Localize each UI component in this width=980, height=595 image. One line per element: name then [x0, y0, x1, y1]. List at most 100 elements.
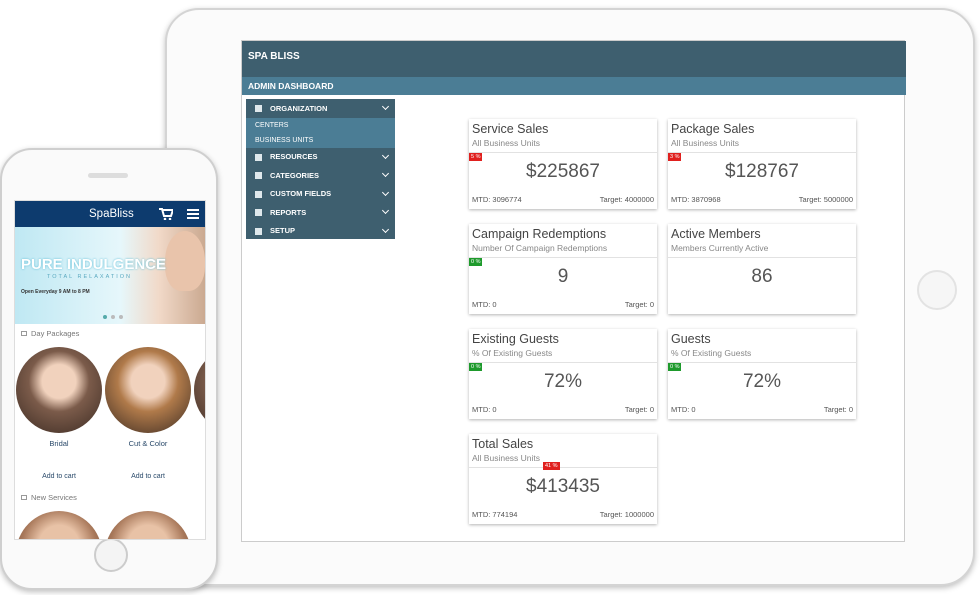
kpi-card: Total Sales All Business Units 41 % $413435… [469, 434, 657, 524]
card-subtitle: All Business Units [472, 138, 541, 148]
item-image [194, 347, 205, 433]
kpi-card: Guests % Of Existing Guests 0 % 72% MTD: 0 Ta… [668, 329, 856, 419]
submenu-item[interactable]: CENTERS [246, 117, 395, 133]
menu-icon [255, 190, 262, 198]
card-subtitle: % Of Existing Guests [671, 348, 752, 358]
card-title: Guests [671, 332, 711, 346]
card-mtd: MTD: 3096774 [472, 195, 522, 204]
section-title: ADMIN DASHBOARD [248, 81, 334, 91]
card-value: 72% [543, 371, 583, 392]
card-divider [668, 152, 856, 153]
card-badge: 3 % [668, 153, 682, 161]
phone-home-button[interactable] [94, 538, 128, 572]
item-name: Cut & Color [128, 439, 168, 448]
kpi-card: Active Members Members Currently Active 86 [668, 224, 856, 314]
card-divider [668, 257, 856, 258]
section-title: Day Packages [31, 329, 80, 338]
card-badge: 41 % [543, 462, 560, 470]
kpi-card: Campaign Redemptions Number Of Campaign R… [469, 224, 657, 314]
speaker [88, 173, 128, 178]
phone-brand: SpaBliss [89, 208, 134, 220]
menu-icon [255, 153, 262, 161]
menu-icon [255, 227, 262, 235]
dot [119, 315, 123, 319]
brand: SPA BLISS [248, 51, 300, 62]
card-subtitle: Members Currently Active [671, 243, 769, 253]
card-subtitle: % Of Existing Guests [472, 348, 553, 358]
item-image [16, 347, 102, 433]
card-badge: 5 % [469, 153, 483, 161]
card-badge: 0 % [469, 258, 483, 266]
submenu-item[interactable]: BUSINESS UNITS [246, 132, 395, 148]
menu-icon [255, 105, 262, 112]
section-title: New Services [31, 493, 77, 502]
menu-icon[interactable] [187, 209, 199, 219]
card-target: Target: 0 [624, 405, 654, 414]
kpi-card: Package Sales All Business Units 3 % $12876… [668, 119, 856, 209]
menu-item[interactable]: ORGANIZATION [270, 103, 328, 113]
item-image [105, 347, 191, 433]
banner-hours: Open Everyday 9 AM to 8 PM [21, 289, 90, 295]
menu-item[interactable]: RESOURCES [270, 152, 318, 162]
phone-screen: SpaBliss PURE INDULGENCE TOTAL RELAXATIO… [14, 200, 206, 540]
menu-item[interactable]: SETUP [270, 226, 296, 236]
card-divider [469, 257, 657, 258]
card-mtd: MTD: 0 [671, 405, 696, 414]
card-value: $413435 [526, 476, 600, 497]
section-icon [21, 495, 27, 500]
card-title: Service Sales [472, 122, 549, 136]
add-to-cart[interactable]: Add to cart [42, 473, 76, 480]
tablet-screen: SPA BLISS ADMIN DASHBOARD ORGANIZATION CE… [241, 40, 906, 542]
card-value: $128767 [725, 161, 799, 182]
card-target: Target: 0 [823, 405, 853, 414]
item-image [105, 511, 191, 539]
card-subtitle: All Business Units [671, 138, 740, 148]
card-target: Target: 4000000 [599, 195, 654, 204]
kpi-card: Service Sales All Business Units 5 % $22586… [469, 119, 657, 209]
card-title: Total Sales [472, 437, 534, 451]
card-divider [469, 152, 657, 153]
card-value: 9 [557, 266, 569, 287]
menu-item[interactable]: CUSTOM FIELDS [270, 189, 332, 199]
card-title: Active Members [671, 227, 761, 241]
card-divider [668, 362, 856, 363]
card-title: Existing Guests [472, 332, 559, 346]
card-target: Target: 1000000 [599, 510, 654, 519]
home-button[interactable] [917, 270, 957, 310]
phone-header: SpaBliss [15, 201, 205, 227]
dot [111, 315, 115, 319]
card-mtd: MTD: 3870968 [671, 195, 721, 204]
card-mtd: MTD: 0 [472, 405, 497, 414]
card-value: $225867 [526, 161, 600, 182]
card-value: 86 [751, 266, 773, 287]
menu-item[interactable]: REPORTS [270, 207, 307, 217]
menu-icon [255, 209, 262, 216]
menu-item[interactable]: CATEGORIES [270, 170, 320, 180]
banner-headline: PURE INDULGENCE [21, 256, 167, 273]
dot [103, 315, 107, 319]
add-to-cart[interactable]: Add to cart [131, 473, 165, 480]
card-target: Target: 5000000 [798, 195, 853, 204]
item-name: Zen [194, 439, 205, 448]
card-divider [469, 362, 657, 363]
kpi-card: Existing Guests % Of Existing Guests 0 % 72… [469, 329, 657, 419]
section-icon [21, 331, 27, 336]
card-mtd: MTD: 0 [472, 300, 497, 309]
card-target: Target: 0 [624, 300, 654, 309]
item-name: Bridal [49, 439, 69, 448]
banner-tagline: TOTAL RELAXATION [47, 274, 132, 280]
card-title: Campaign Redemptions [472, 227, 607, 241]
card-divider [469, 467, 657, 468]
item-image [16, 511, 102, 539]
sidebar: ORGANIZATION CENTERS BUSINESS UNITS RESOURC… [246, 99, 395, 239]
banner: PURE INDULGENCE TOTAL RELAXATION Open Ev… [15, 227, 205, 324]
cart-icon[interactable] [159, 208, 173, 220]
card-value: 72% [742, 371, 782, 392]
card-badge: 0 % [668, 363, 682, 371]
app-header: SPA BLISS [242, 41, 906, 77]
card-subtitle: All Business Units [472, 453, 541, 463]
card-mtd: MTD: 774194 [472, 510, 518, 519]
card-title: Package Sales [671, 122, 755, 136]
banner-face [165, 231, 205, 291]
